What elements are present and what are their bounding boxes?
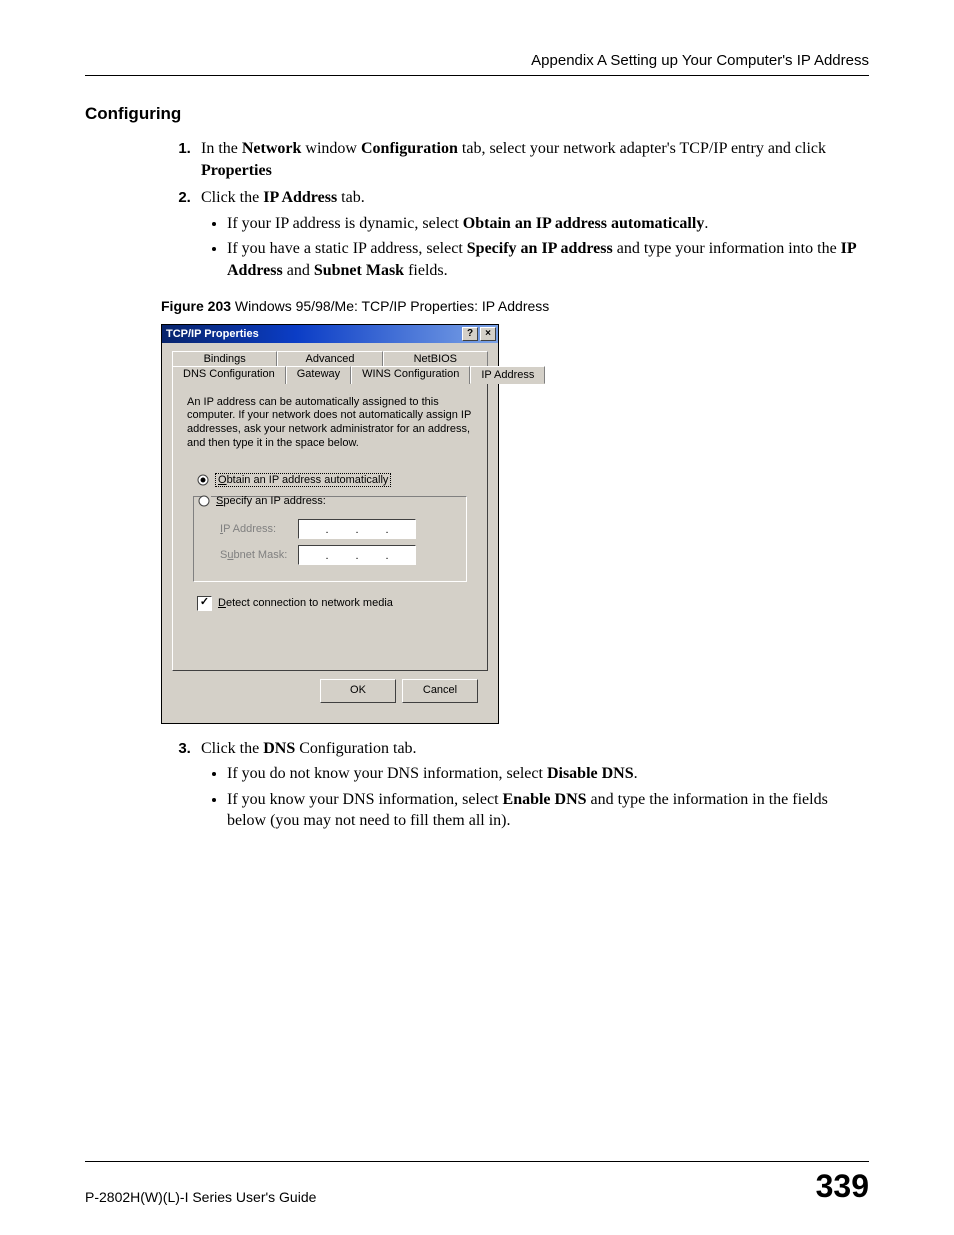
figure-title: Windows 95/98/Me: TCP/IP Properties: IP … (231, 298, 549, 314)
ip-address-input[interactable]: ... (298, 519, 416, 539)
text: Click the (201, 189, 263, 206)
tab-panel-ip-address: An IP address can be automatically assig… (172, 383, 488, 671)
bold-text: Obtain an IP address automatically (463, 215, 705, 232)
text: If you know your DNS information, select (227, 791, 503, 808)
list-item: If you do not know your DNS information,… (227, 763, 869, 785)
tab-ip-address[interactable]: IP Address (470, 366, 545, 384)
steps-list-top: In the Network window Configuration tab,… (161, 138, 869, 282)
text: Click the (201, 740, 263, 757)
steps-list-bottom: Click the DNS Configuration tab. If you … (161, 738, 869, 832)
text: bnet Mask: (233, 549, 287, 561)
subnet-mask-input[interactable]: ... (298, 545, 416, 565)
ok-button[interactable]: OK (320, 679, 396, 703)
radio-obtain-auto[interactable]: Obtain an IP address automatically (197, 473, 473, 487)
tab-netbios[interactable]: NetBIOS (383, 351, 488, 367)
header-text: Appendix A Setting up Your Computer's IP… (531, 52, 869, 69)
step-1: In the Network window Configuration tab,… (195, 138, 869, 181)
text: btain an IP address automatically (227, 474, 389, 486)
page-footer: P-2802H(W)(L)-I Series User's Guide 339 (85, 1161, 869, 1205)
ip-address-label: IP Address: (220, 523, 298, 535)
bold-text: Enable DNS (503, 791, 587, 808)
step-3-sublist: If you do not know your DNS information,… (201, 763, 869, 832)
help-button[interactable]: ? (462, 327, 478, 341)
ip-address-row: IP Address: ... (220, 519, 456, 539)
section-heading: Configuring (85, 104, 869, 124)
text: . (704, 215, 708, 232)
detect-connection-checkbox[interactable]: ✓ Detect connection to network media (197, 596, 473, 611)
radio-specify-ip[interactable]: Specify an IP address: (198, 495, 456, 507)
tab-gateway[interactable]: Gateway (286, 366, 351, 384)
text: Configuration tab. (295, 740, 416, 757)
footer-guide-name: P-2802H(W)(L)-I Series User's Guide (85, 1189, 316, 1205)
radio-icon (198, 495, 210, 507)
tab-row-front: DNS Configuration Gateway WINS Configura… (172, 366, 488, 384)
text: window (301, 140, 361, 157)
text: . (634, 765, 638, 782)
checkbox-label: Detect connection to network media (218, 597, 393, 609)
bold-text: Network (242, 140, 302, 157)
list-item: If you know your DNS information, select… (227, 789, 869, 832)
tab-row-back: Bindings Advanced NetBIOS (172, 351, 488, 367)
bold-text: Specify an IP address (467, 240, 613, 257)
bold-text: Disable DNS (547, 765, 634, 782)
page-header: Appendix A Setting up Your Computer's IP… (85, 52, 869, 76)
text: and type your information into the (613, 240, 841, 257)
specify-ip-group: Specify an IP address: IP Address: ... S… (193, 491, 467, 582)
mnemonic: D (218, 597, 226, 609)
tab-advanced[interactable]: Advanced (277, 351, 382, 367)
bold-text: Subnet Mask (314, 262, 404, 279)
radio-icon (197, 474, 209, 486)
text: fields. (404, 262, 448, 279)
radio-label: Obtain an IP address automatically (215, 473, 391, 487)
tab-dns-configuration[interactable]: DNS Configuration (172, 366, 286, 384)
step-2-sublist: If your IP address is dynamic, select Ob… (201, 213, 869, 282)
text: tab. (337, 189, 365, 206)
bold-text: DNS (263, 740, 295, 757)
subnet-mask-label: Subnet Mask: (220, 549, 298, 561)
checkbox-icon: ✓ (197, 596, 212, 611)
text: P Address: (223, 523, 276, 535)
figure-caption: Figure 203 Windows 95/98/Me: TCP/IP Prop… (161, 298, 869, 314)
tab-wins-configuration[interactable]: WINS Configuration (351, 366, 470, 384)
footer-page-number: 339 (816, 1168, 869, 1205)
bold-text: Properties (201, 162, 272, 179)
text: and (283, 262, 314, 279)
tcpip-properties-dialog: TCP/IP Properties ? × Bindings Advanced … (161, 324, 499, 724)
cancel-button[interactable]: Cancel (402, 679, 478, 703)
list-item: If you have a static IP address, select … (227, 238, 869, 281)
dialog-body: Bindings Advanced NetBIOS DNS Configurat… (162, 343, 498, 723)
bold-text: IP Address (263, 189, 337, 206)
text: If your IP address is dynamic, select (227, 215, 463, 232)
dialog-titlebar[interactable]: TCP/IP Properties ? × (162, 325, 498, 343)
figure-number: Figure 203 (161, 298, 231, 314)
text: tab, select your network adapter's TCP/I… (458, 140, 826, 157)
dialog-title: TCP/IP Properties (166, 328, 460, 340)
list-item: If your IP address is dynamic, select Ob… (227, 213, 869, 235)
bold-text: Configuration (361, 140, 458, 157)
close-button[interactable]: × (480, 327, 496, 341)
mnemonic: O (218, 474, 227, 486)
radio-label: Specify an IP address: (216, 495, 326, 507)
subnet-mask-row: Subnet Mask: ... (220, 545, 456, 565)
dialog-button-row: OK Cancel (172, 671, 488, 713)
step-2: Click the IP Address tab. If your IP add… (195, 187, 869, 281)
text: If you have a static IP address, select (227, 240, 467, 257)
text: pecify an IP address: (223, 495, 326, 507)
step-3: Click the DNS Configuration tab. If you … (195, 738, 869, 832)
tab-bindings[interactable]: Bindings (172, 351, 277, 367)
panel-description: An IP address can be automatically assig… (187, 396, 473, 451)
text: In the (201, 140, 242, 157)
text: etect connection to network media (226, 597, 393, 609)
text: If you do not know your DNS information,… (227, 765, 547, 782)
